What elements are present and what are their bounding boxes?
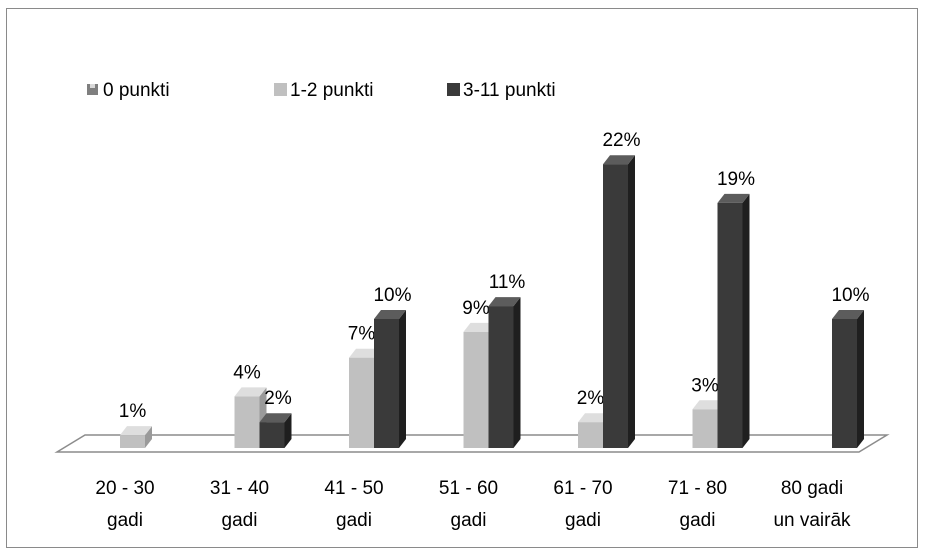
- data-label-series3-6: 19%: [717, 169, 755, 190]
- bar-series3-6: [717, 202, 743, 448]
- bar-series2-6: [692, 409, 718, 448]
- x-tick-label-1-line1: 20 - 30: [95, 478, 154, 499]
- x-tick-label-5-line1: 61 - 70: [553, 478, 612, 499]
- data-label-series2-6: 3%: [691, 375, 719, 396]
- bar-series2-5: [578, 422, 603, 448]
- x-tick-label-6-line2: gadi: [680, 510, 716, 531]
- bar-side-3-3: [399, 310, 406, 448]
- bar-top-3-3: [374, 310, 406, 319]
- bar-series3-7: [832, 319, 857, 448]
- data-label-series3-3: 10%: [373, 285, 411, 306]
- bar-top-2-2: [234, 387, 267, 397]
- legend-swatch-3: [447, 83, 460, 96]
- bar-top-2-1: [120, 426, 152, 436]
- data-label-series2-5: 2%: [577, 388, 605, 409]
- data-label-series3-5: 22%: [602, 130, 640, 151]
- x-tick-label-4-line2: gadi: [451, 510, 487, 531]
- bar-series3-4: [488, 306, 514, 448]
- bar-series3-3: [374, 319, 399, 448]
- bar-top-2-5: [578, 413, 610, 423]
- x-tick-label-7-line2: un vairāk: [773, 510, 851, 531]
- bar-series2-3: [349, 357, 374, 448]
- bar-side-3-5: [628, 155, 635, 448]
- bar-series3-5: [603, 164, 628, 448]
- bar-top-3-7: [832, 310, 864, 319]
- bar-series3-2: [259, 422, 285, 448]
- x-tick-label-5-line2: gadi: [565, 510, 601, 531]
- legend-swatch-2: [274, 83, 287, 96]
- x-tick-label-2-line1: 31 - 40: [210, 478, 269, 499]
- data-label-series2-1: 1%: [119, 401, 147, 422]
- legend-swatch-1: [87, 84, 98, 95]
- data-label-series2-3: 7%: [348, 324, 376, 345]
- x-tick-label-6-line1: 71 - 80: [668, 478, 727, 499]
- bar-top-3-4: [488, 297, 521, 307]
- legend-swatch-notch: [90, 84, 95, 88]
- bar-top-2-6: [692, 400, 725, 410]
- bar-side-3-6: [742, 193, 750, 448]
- data-label-series3-7: 10%: [831, 285, 869, 306]
- bar-top-2-4: [463, 322, 496, 332]
- bar-side-2-1: [145, 426, 152, 448]
- bar-side-3-2: [284, 413, 292, 448]
- bar-top-3-6: [717, 193, 750, 203]
- bar-side-3-4: [513, 297, 521, 448]
- chart-frame: 1% 4% 7% 9% 2% 3% 2% 10% 11% 22% 19% 10% 20 - 30 gadi…: [6, 8, 918, 548]
- legend-label-2: 1-2 punkti: [290, 80, 373, 101]
- x-tick-label-4-line1: 51 - 60: [439, 478, 498, 499]
- bar-side-3-7: [857, 310, 864, 448]
- bar-chart: 1% 4% 7% 9% 2% 3% 2% 10% 11% 22% 19% 10% 20 - 30 gadi…: [54, 80, 890, 531]
- x-tick-label-2-line2: gadi: [222, 510, 258, 531]
- data-label-series2-2: 4%: [233, 362, 261, 383]
- legend-label-1: 0 punkti: [103, 80, 170, 101]
- legend-label-3: 3-11 punkti: [463, 80, 556, 101]
- data-label-series3-4: 11%: [489, 272, 526, 293]
- bar-top-2-3: [349, 348, 381, 358]
- x-tick-label-1-line2: gadi: [107, 510, 143, 531]
- data-label-series2-4: 9%: [462, 298, 490, 319]
- x-tick-label-3-line1: 41 - 50: [324, 478, 383, 499]
- bar-series2-1: [120, 435, 145, 448]
- bar-top-3-5: [603, 155, 635, 165]
- x-tick-label-3-line2: gadi: [336, 510, 372, 531]
- bar-series2-4: [463, 331, 489, 448]
- bar-top-3-2: [259, 413, 292, 423]
- bar-series2-2: [234, 396, 260, 448]
- x-tick-label-7-line1: 80 gadi: [781, 478, 843, 499]
- data-label-series3-2: 2%: [264, 388, 292, 409]
